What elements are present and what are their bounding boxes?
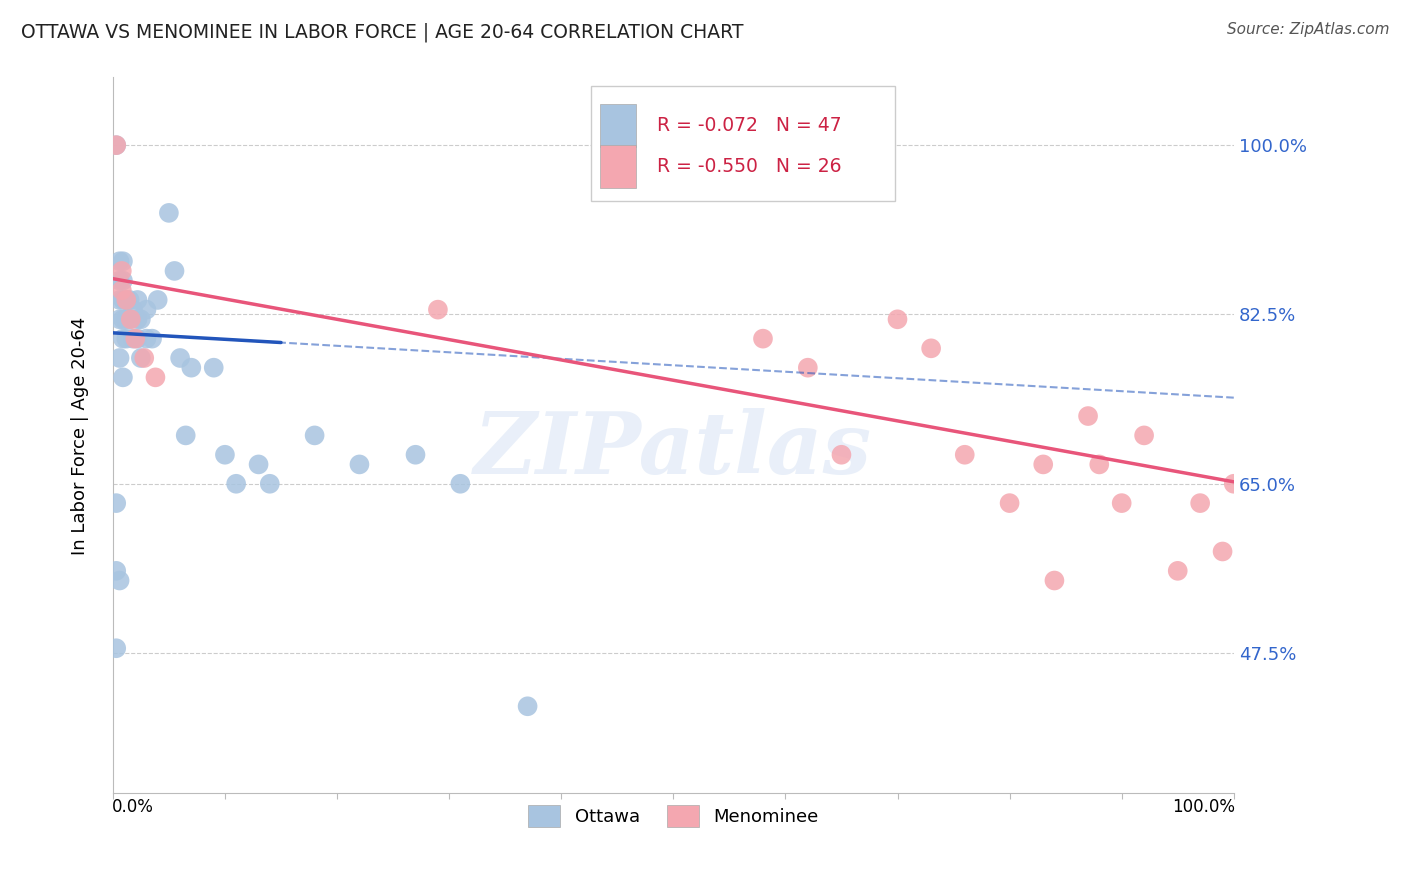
Text: Source: ZipAtlas.com: Source: ZipAtlas.com	[1226, 22, 1389, 37]
Point	[118, 293, 141, 307]
Point	[247, 458, 270, 472]
Point	[752, 332, 775, 346]
Point	[115, 332, 138, 346]
Text: OTTAWA VS MENOMINEE IN LABOR FORCE | AGE 20-64 CORRELATION CHART: OTTAWA VS MENOMINEE IN LABOR FORCE | AGE…	[21, 22, 744, 42]
Point	[516, 699, 538, 714]
Point	[1212, 544, 1234, 558]
Point	[1043, 574, 1066, 588]
Bar	[600, 104, 637, 147]
Point	[105, 564, 128, 578]
Point	[108, 312, 131, 326]
Point	[111, 312, 134, 326]
Legend: Ottawa, Menominee: Ottawa, Menominee	[520, 798, 827, 834]
Point	[145, 370, 167, 384]
Point	[108, 274, 131, 288]
Bar	[600, 145, 637, 188]
Point	[214, 448, 236, 462]
Point	[1167, 564, 1189, 578]
Point	[111, 332, 134, 346]
Point	[135, 302, 157, 317]
Point	[225, 476, 247, 491]
Point	[146, 293, 169, 307]
Point	[111, 274, 134, 288]
Point	[998, 496, 1021, 510]
Point	[135, 332, 157, 346]
Point	[426, 302, 449, 317]
Point	[115, 312, 138, 326]
Point	[1032, 458, 1054, 472]
Text: R = -0.072   N = 47: R = -0.072 N = 47	[657, 116, 841, 135]
Point	[920, 341, 942, 355]
Point	[180, 360, 202, 375]
Point	[105, 496, 128, 510]
Point	[1223, 476, 1246, 491]
Point	[111, 283, 134, 297]
Point	[1111, 496, 1133, 510]
Point	[111, 293, 134, 307]
Point	[120, 312, 142, 326]
Point	[115, 293, 138, 307]
Point	[127, 312, 149, 326]
Point	[157, 206, 180, 220]
Point	[1133, 428, 1156, 442]
Point	[134, 351, 156, 365]
Point	[830, 448, 852, 462]
Y-axis label: In Labor Force | Age 20-64: In Labor Force | Age 20-64	[72, 317, 89, 555]
Point	[118, 312, 141, 326]
Point	[127, 293, 149, 307]
Point	[304, 428, 326, 442]
Point	[169, 351, 191, 365]
Point	[449, 476, 471, 491]
Point	[111, 254, 134, 268]
Text: 100.0%: 100.0%	[1171, 798, 1234, 816]
Point	[115, 293, 138, 307]
Point	[108, 254, 131, 268]
Point	[122, 302, 145, 317]
Point	[1077, 409, 1099, 423]
Point	[405, 448, 427, 462]
Point	[129, 351, 152, 365]
Point	[105, 641, 128, 656]
Point	[108, 574, 131, 588]
Point	[105, 138, 128, 153]
Point	[105, 138, 128, 153]
Point	[797, 360, 820, 375]
Point	[124, 332, 146, 346]
FancyBboxPatch shape	[592, 86, 896, 202]
Point	[349, 458, 371, 472]
Point	[108, 293, 131, 307]
Point	[1088, 458, 1111, 472]
Text: ZIPatlas: ZIPatlas	[474, 408, 872, 491]
Point	[174, 428, 197, 442]
Point	[141, 332, 163, 346]
Point	[122, 332, 145, 346]
Point	[953, 448, 976, 462]
Text: R = -0.550   N = 26: R = -0.550 N = 26	[657, 157, 841, 177]
Point	[1189, 496, 1212, 510]
Point	[108, 351, 131, 365]
Text: 0.0%: 0.0%	[111, 798, 153, 816]
Point	[886, 312, 908, 326]
Point	[127, 332, 149, 346]
Point	[111, 264, 134, 278]
Point	[202, 360, 225, 375]
Point	[163, 264, 186, 278]
Point	[259, 476, 281, 491]
Point	[129, 312, 152, 326]
Point	[111, 370, 134, 384]
